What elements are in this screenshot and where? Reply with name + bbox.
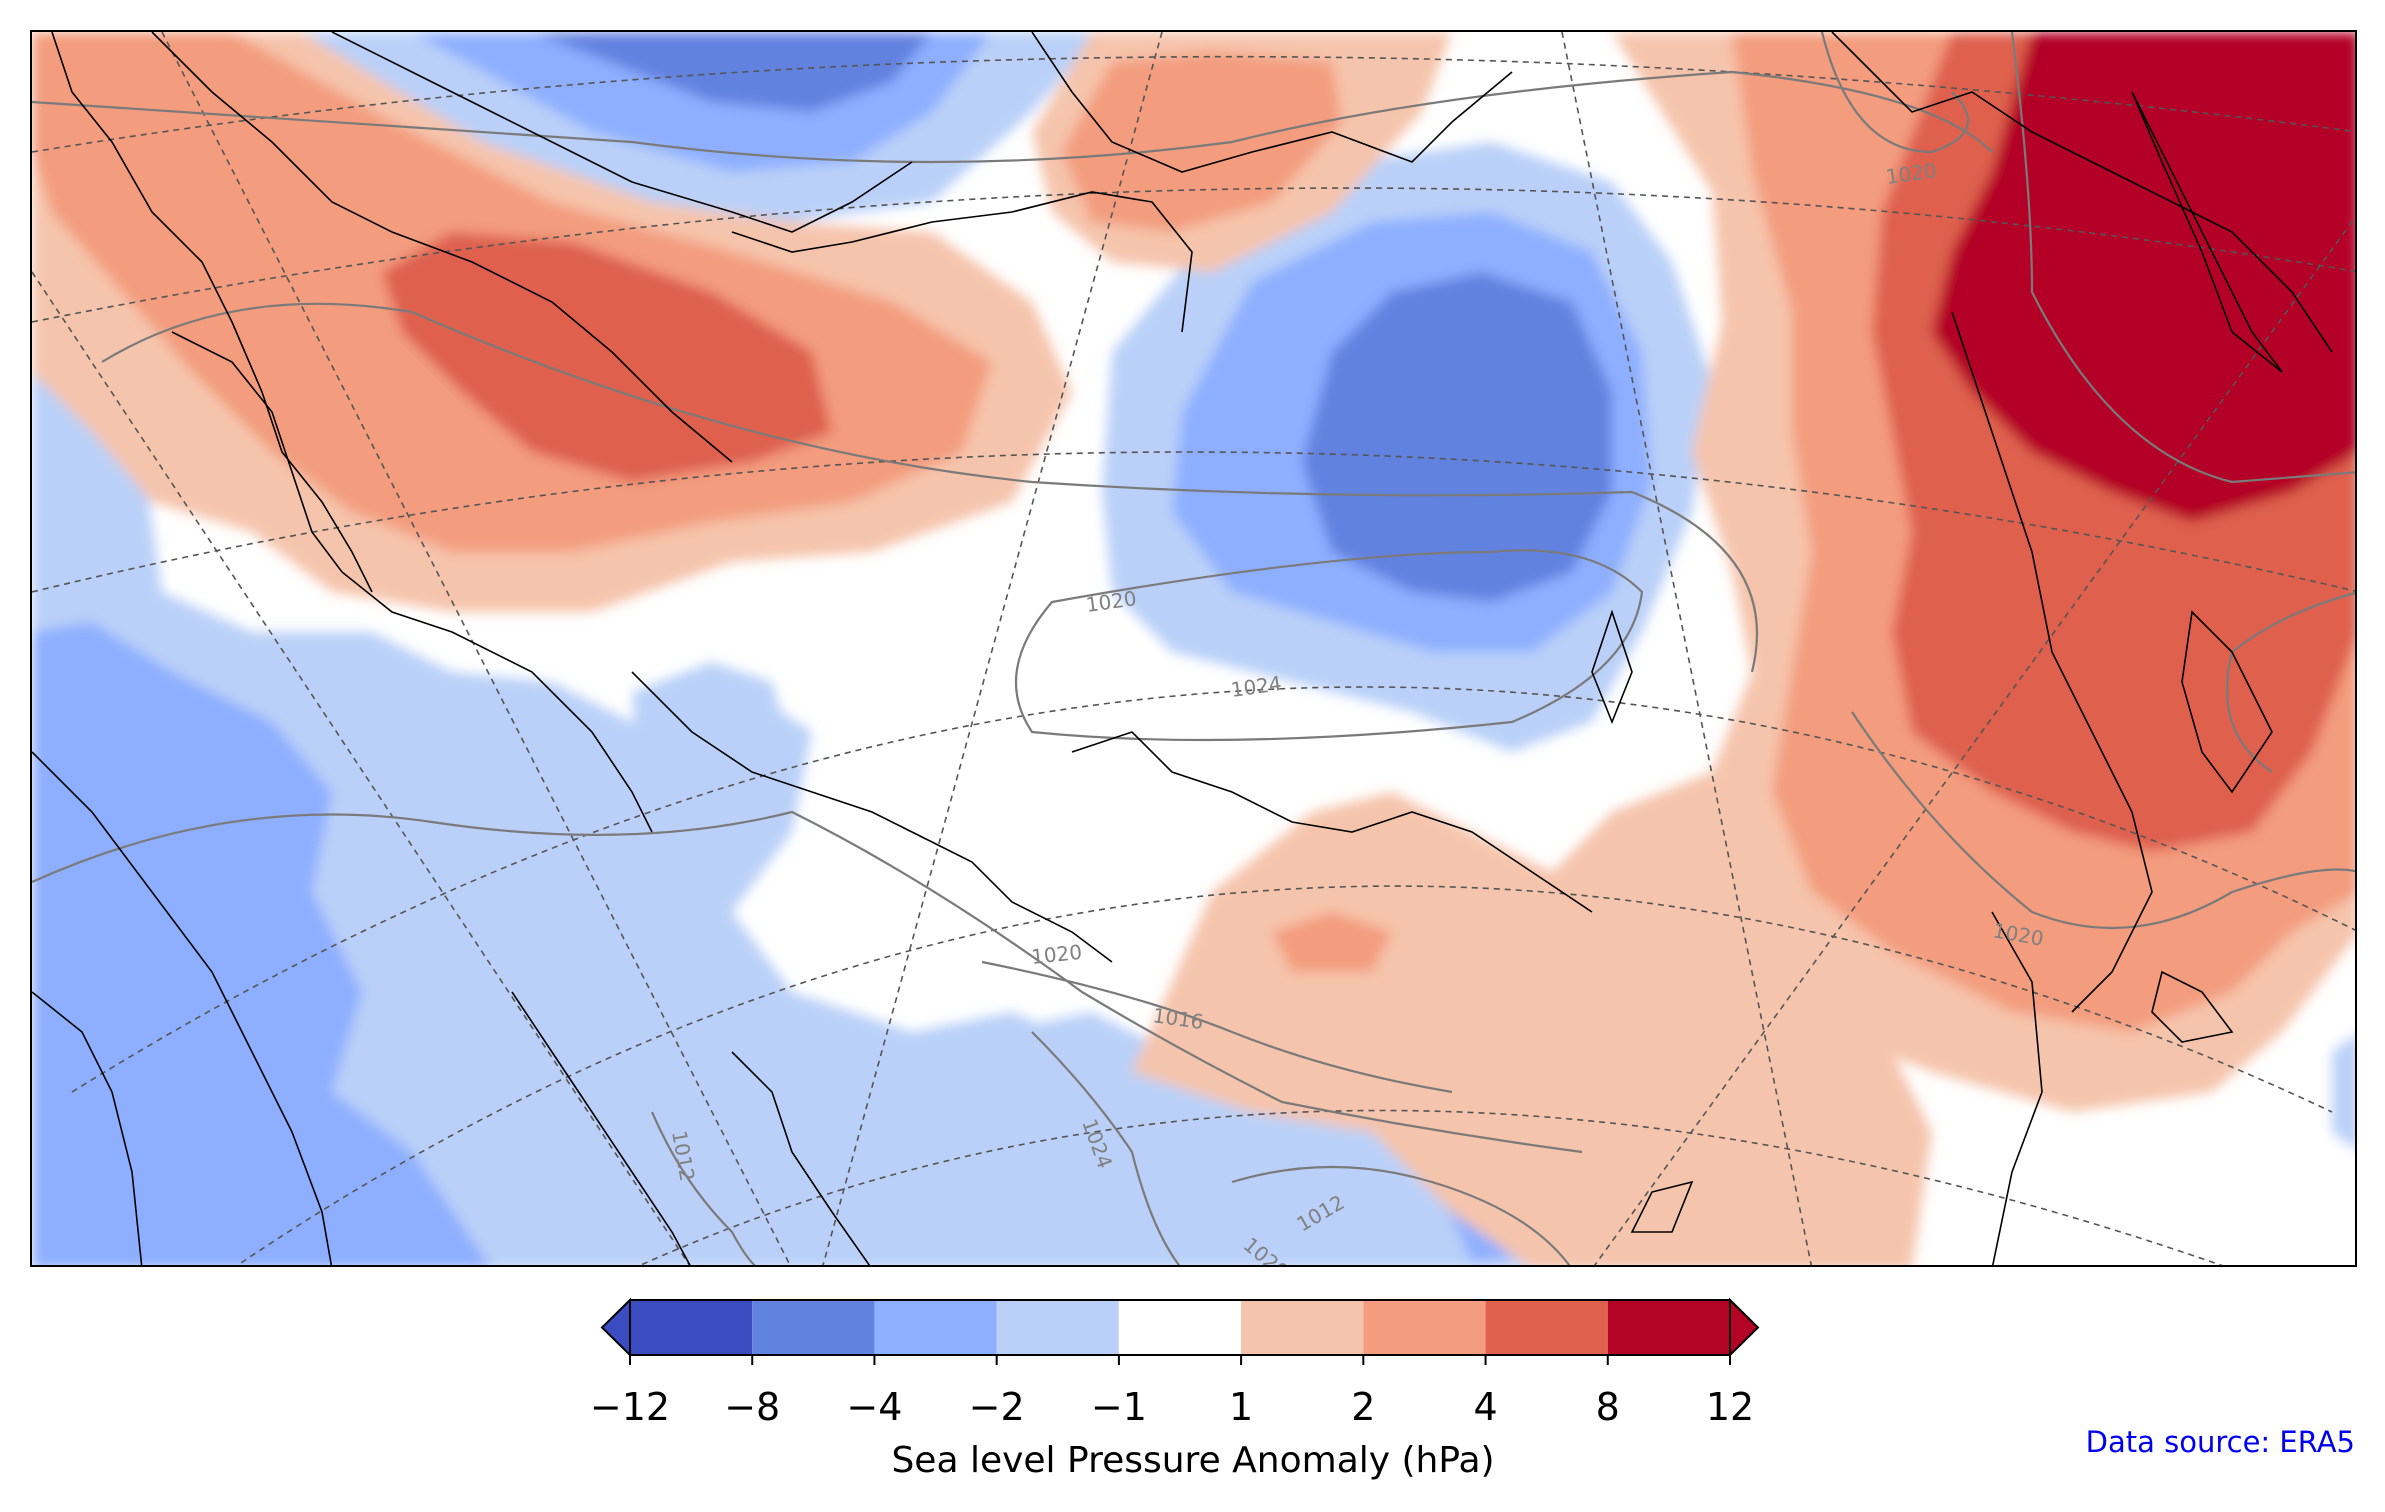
colorbar-extend-low (600, 1297, 631, 1358)
anomaly-region-se-blue (2332, 1034, 2355, 1150)
colorbar-bin (1363, 1300, 1486, 1355)
map-panel: 1020 1020 1024 1020 1016 1020 1024 1012 1012 1020 (30, 30, 2357, 1267)
anomaly-region-south-asia-light-red (1132, 792, 1932, 1265)
anomaly-region-east-darkest-red (1932, 32, 2355, 522)
meridian-line (822, 32, 1163, 1265)
colorbar-tick-label: −2 (968, 1385, 1025, 1429)
anomaly-region-sw-blue-2 (192, 852, 292, 992)
colorbar-tick-label: 4 (1473, 1385, 1498, 1429)
colorbar-tick-label: −1 (1090, 1385, 1147, 1429)
anomaly-fills (32, 32, 2355, 1265)
colorbar-tick-label: 1 (1229, 1385, 1254, 1429)
colorbar-tick-label: 12 (1705, 1385, 1755, 1429)
anomaly-region-south-asia-red (1272, 912, 1392, 972)
isobar-line (981, 960, 1453, 1094)
coastline (331, 32, 913, 233)
isobar-label: 1020 (1030, 940, 1083, 969)
colorbar-title: Sea level Pressure Anomaly (hPa) (891, 1440, 1495, 1481)
meridian-line (1593, 216, 2355, 1265)
coastline (1630, 1180, 1694, 1233)
coastline (631, 671, 1113, 963)
isobar-line (1851, 711, 2355, 930)
coastline (1951, 311, 2153, 1013)
colorbar-tick-label: 8 (1595, 1385, 1620, 1429)
coastline (171, 331, 653, 833)
colorbar-bin (630, 1300, 753, 1355)
coastline (1991, 911, 2043, 1265)
colorbar-tick-label: −12 (589, 1385, 671, 1429)
coastline (2131, 91, 2283, 373)
colorbar-tick-label: 2 (1351, 1385, 1376, 1429)
isobar-line (1820, 32, 1969, 154)
data-source-label: Data source: ERA5 (2085, 1425, 2355, 1459)
coastline (32, 991, 143, 1265)
parallel-line (32, 451, 2355, 593)
isobar-line (101, 302, 1759, 673)
isobar-line (650, 1111, 757, 1265)
coastlines (32, 32, 2333, 1265)
coastline (1831, 32, 2333, 353)
anomaly-region-arctic-red-2 (1062, 52, 1342, 232)
colorbar (600, 1297, 1760, 1365)
parallel-line (32, 187, 2355, 323)
colorbar-tick-label: −8 (724, 1385, 781, 1429)
coastline (32, 751, 333, 1265)
coastline (2181, 610, 2273, 794)
coastline (731, 1051, 871, 1265)
colorbar-tick-label: −4 (846, 1385, 903, 1429)
graticule (32, 32, 2355, 1265)
isobar-line (1231, 1165, 1571, 1265)
parallel-line (236, 885, 2333, 1265)
isobar-line (1031, 1031, 1181, 1265)
parallel-line (639, 1109, 2223, 1265)
colorbar-bin (1485, 1300, 1608, 1355)
coastline (1031, 32, 1513, 173)
isobar-line (2010, 32, 2355, 484)
meridian-line (32, 271, 691, 1265)
anomaly-region-europe-dark-red (382, 232, 832, 482)
coastline (51, 32, 373, 593)
colorbar-bin (752, 1300, 875, 1355)
anomaly-region-me-blue (912, 1012, 1524, 1265)
coastline (1071, 731, 1593, 913)
coastline (2151, 970, 2234, 1043)
anomaly-region-sw-light-blue (32, 352, 1590, 1265)
colorbar-bin (1118, 1300, 1242, 1355)
meridian-line (1561, 32, 1813, 1265)
colorbar-bins (600, 1297, 1760, 1365)
coastline (1591, 609, 1633, 725)
colorbar-bin (874, 1300, 997, 1355)
parallel-line (32, 55, 2355, 153)
colorbar-extend-high (1729, 1297, 1760, 1358)
anomaly-region-ca-blue (632, 662, 792, 892)
colorbar-bin (996, 1300, 1119, 1355)
isobar-line (1014, 549, 1644, 742)
isobar-line (32, 810, 1583, 1154)
colorbar-bin (1241, 1300, 1364, 1355)
anomaly-region-siberia-blue-dark (1302, 272, 1612, 602)
meridian-line (161, 32, 791, 1265)
coastline (151, 32, 733, 463)
colorbar-bin (1607, 1300, 1730, 1355)
coastline (511, 991, 691, 1265)
coastline (731, 191, 1193, 333)
